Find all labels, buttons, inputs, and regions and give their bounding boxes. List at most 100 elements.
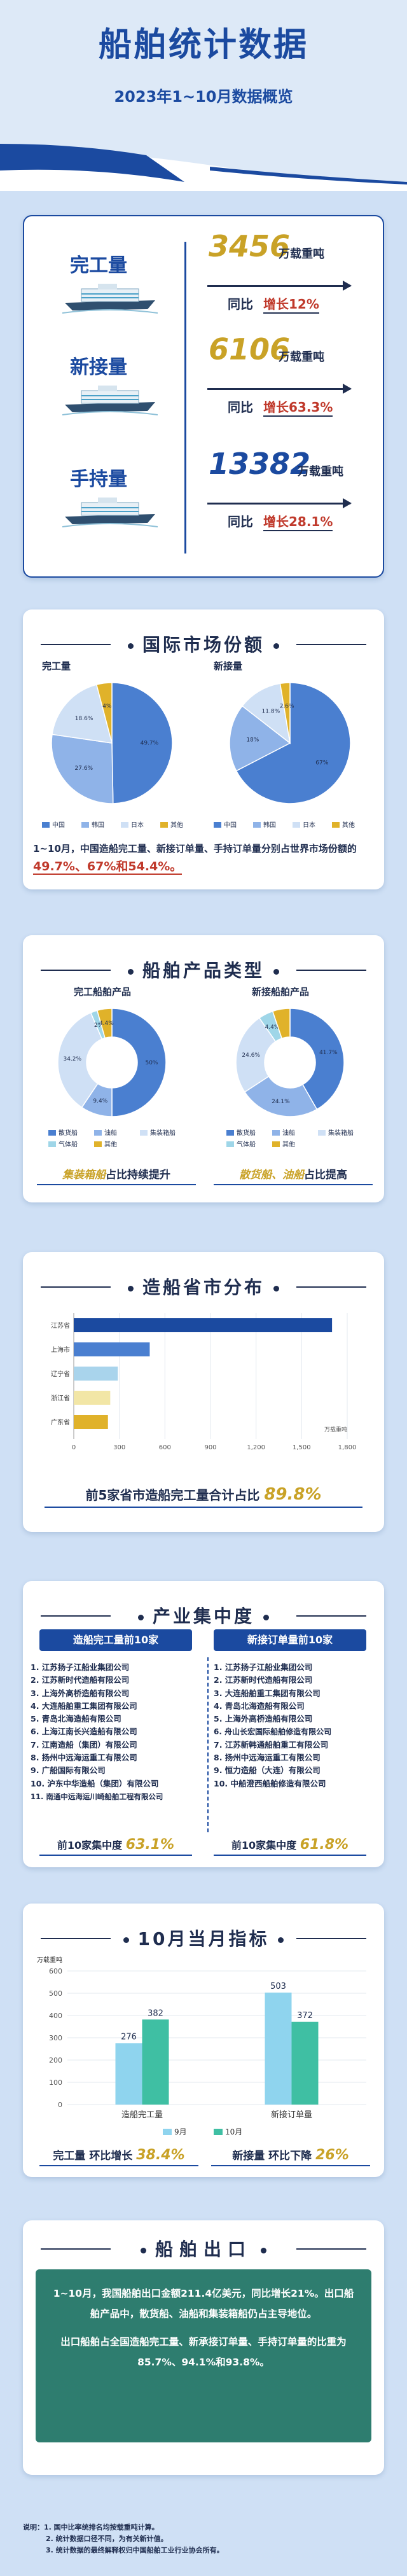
pie-chart-new-orders: 新接量 67% 18% 11.8%2.6% 中国 韩国 日本 其他 bbox=[214, 660, 355, 829]
pie-chart-completed: 完工量 49.7% 27.6% 18.6% 4% 中国 韩国 日本 其他 bbox=[42, 660, 183, 829]
list-item: 7. 江苏新韩通船舶重工有限公司 bbox=[214, 1739, 329, 1750]
pie-slice bbox=[244, 1075, 318, 1117]
y-tick-label: 300 bbox=[49, 2034, 62, 2042]
legend-label: 集装箱船 bbox=[150, 1129, 176, 1137]
section-title: 产业集中度 bbox=[23, 1603, 384, 1628]
footer-line: 说明：1. 国中比率统排名均按载重吨计算。 bbox=[23, 2523, 159, 2531]
section-title: 10月当月指标 bbox=[23, 1925, 384, 1951]
slice-label: 18% bbox=[246, 737, 259, 744]
x-tick-label: 新接订单量 bbox=[271, 2110, 312, 2120]
list-item: 2. 江苏新时代造船有限公司 bbox=[31, 1675, 130, 1685]
legend-swatch bbox=[94, 1130, 102, 1136]
title-line bbox=[296, 644, 366, 645]
slice-label: 67% bbox=[315, 760, 328, 767]
legend-label: 散货船 bbox=[59, 1129, 78, 1137]
province-caption: 前5家省市造船完工量合计占比 89.8% bbox=[45, 1485, 362, 1508]
legend-swatch bbox=[226, 1141, 234, 1147]
bar bbox=[74, 1391, 111, 1405]
title-line bbox=[41, 970, 111, 971]
title-line bbox=[41, 644, 111, 645]
right-company-list: 1. 江苏扬子江船业集团公司 2. 江苏新时代造船有限公司 3. 大连船舶重工集… bbox=[214, 1661, 379, 1790]
header-decoration bbox=[0, 144, 407, 191]
slice-label: 49.7% bbox=[141, 740, 159, 746]
section-title: 造船省市分布 bbox=[23, 1274, 384, 1299]
market-share-charts: 完工量 49.7% 27.6% 18.6% 4% 中国 韩国 日本 其他 新接量 67% 18% 11… bbox=[42, 660, 355, 829]
title-line bbox=[296, 970, 366, 971]
slice-label: 18.6% bbox=[75, 716, 93, 722]
list-item: 8. 扬州中远海运重工有限公司 bbox=[31, 1753, 137, 1763]
section-title: 国际市场份额 bbox=[23, 631, 384, 657]
completed-label: 完工量 bbox=[70, 254, 127, 277]
list-item: 10. 沪东中华造船（集团）有限公司 bbox=[31, 1778, 159, 1788]
pie-slice bbox=[57, 1012, 103, 1108]
right-concentration-caption: 前10家集中度 61.8% bbox=[214, 1837, 366, 1856]
left-october-caption: 完工量 环比增长 38.4% bbox=[39, 2147, 198, 2166]
pie-slice bbox=[96, 1008, 113, 1039]
left-concentration-caption: 前10家集中度 63.1% bbox=[39, 1837, 192, 1856]
legend-swatch bbox=[272, 1130, 280, 1136]
left-company-list: 1. 江苏扬子江船业集团公司 2. 江苏新时代造船有限公司 3. 上海外高桥造船… bbox=[31, 1661, 204, 1803]
list-item: 3. 上海外高桥造船有限公司 bbox=[31, 1688, 130, 1698]
footer-line: 2. 统计数据口径不同，为有关新计值。 bbox=[46, 2535, 168, 2543]
pie-title: 完工量 bbox=[42, 660, 71, 672]
legend-swatch bbox=[160, 822, 168, 828]
y-tick-label: 江苏省 bbox=[51, 1321, 70, 1330]
list-item: 10. 中船澄西船舶修造有限公司 bbox=[214, 1778, 326, 1788]
legend-swatch bbox=[94, 1141, 102, 1147]
list-item: 11. 南通中远海运川崎船舶工程有限公司 bbox=[31, 1792, 163, 1801]
backlog-value: 13382 bbox=[209, 447, 311, 481]
new-orders-yoy-label: 同比 bbox=[228, 400, 253, 415]
title-line bbox=[296, 1286, 366, 1288]
pie-slice bbox=[52, 684, 113, 744]
pie-slice bbox=[111, 1008, 167, 1117]
slice-label: 50% bbox=[145, 1060, 158, 1066]
new-orders-value: 6106 bbox=[209, 332, 291, 366]
bar bbox=[142, 2019, 169, 2105]
pie-title: 新接船舶产品 bbox=[252, 986, 309, 998]
legend-label: 其他 bbox=[170, 821, 183, 829]
list-item: 1. 江苏扬子江船业集团公司 bbox=[31, 1662, 130, 1672]
y-tick-label: 0 bbox=[58, 2101, 62, 2109]
list-item: 1. 江苏扬子江船业集团公司 bbox=[214, 1662, 313, 1672]
industry-card: 产业集中度 造船完工量前10家 新接订单量前10家 1. 江苏扬子江船业集团公司… bbox=[23, 1581, 384, 1867]
section-title: 船舶产品类型 bbox=[23, 957, 384, 982]
export-text-box: 1~10月，我国船舶出口金额211.4亿美元，同比增长21%。出口船舶产品中，散… bbox=[36, 2269, 371, 2442]
legend-swatch bbox=[332, 822, 340, 828]
title-line bbox=[41, 1286, 111, 1288]
title-line bbox=[296, 2248, 366, 2250]
y-tick-label: 400 bbox=[49, 2012, 62, 2020]
provinces-card: 造船省市分布 0 300 600 900 1,200 1,500 1,800 江苏省 上海市 辽宁… bbox=[23, 1252, 384, 1532]
title-line bbox=[296, 1615, 366, 1617]
data-label: 503 bbox=[270, 1982, 286, 1991]
legend-label: 韩国 bbox=[92, 821, 104, 829]
list-item: 2. 江苏新时代造船有限公司 bbox=[214, 1675, 313, 1685]
new-orders-arrow-icon bbox=[207, 384, 352, 394]
completed-yoy-label: 同比 bbox=[228, 296, 253, 312]
legend-label: 中国 bbox=[224, 821, 237, 829]
legend-label: 气体船 bbox=[237, 1140, 256, 1148]
pie-slice bbox=[272, 1008, 291, 1040]
list-divider bbox=[207, 1657, 209, 1832]
legend-label: 其他 bbox=[282, 1140, 295, 1148]
completed-arrow-icon bbox=[207, 281, 352, 291]
title-line bbox=[41, 1938, 111, 1939]
pie-slice bbox=[51, 734, 114, 804]
legend-label: 日本 bbox=[131, 821, 144, 829]
market-share-note: 1~10月，中国造船完工量、新接订单量、手持订单量分别占世界市场份额的49.7%… bbox=[33, 843, 357, 875]
legend-label: 散货船 bbox=[237, 1129, 256, 1137]
legend-swatch bbox=[121, 822, 128, 828]
x-tick-label: 300 bbox=[113, 1444, 125, 1451]
legend-label: 其他 bbox=[342, 821, 355, 829]
list-item: 6. 上海江南长兴造船有限公司 bbox=[31, 1727, 137, 1737]
y-tick-label: 100 bbox=[49, 2078, 62, 2087]
slice-label: 9.4% bbox=[93, 1098, 107, 1104]
x-tick-label: 造船完工量 bbox=[121, 2110, 163, 2120]
backlog-arrow-icon bbox=[207, 498, 352, 508]
overview-card: 完工量 3456 万载重吨 同比 增长12% 新接量 6106 万载重吨 同比 … bbox=[23, 215, 384, 578]
legend-label: 中国 bbox=[52, 821, 65, 829]
data-label: 276 bbox=[121, 2032, 137, 2042]
list-item: 3. 大连船舶重工集团有限公司 bbox=[214, 1688, 321, 1698]
list-item: 5. 青岛北海造船有限公司 bbox=[31, 1714, 121, 1724]
y-tick-label: 600 bbox=[49, 1967, 62, 1975]
pie-slice bbox=[279, 682, 291, 744]
